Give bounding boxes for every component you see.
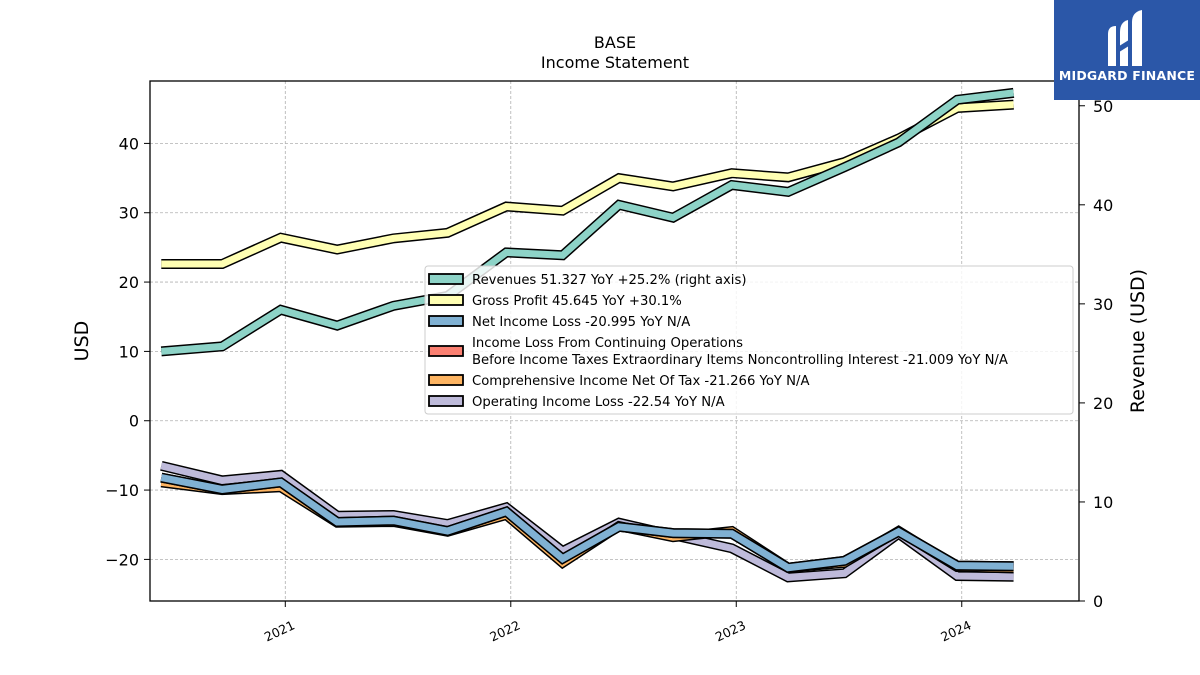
y-axis-right: 0 10 20 30 40 50 (1079, 97, 1113, 611)
plot-frame (149, 80, 1080, 602)
legend-label: Revenues 51.327 YoY +25.2% (right axis) (472, 273, 746, 288)
y-left-tick-label: 30 (119, 204, 139, 223)
y-right-tick-label: 0 (1093, 592, 1103, 611)
midgard-logo-icon (1108, 10, 1142, 66)
series-line-1 (161, 99, 1014, 269)
legend-label: Comprehensive Income Net Of Tax -21.266 … (472, 374, 809, 389)
y-left-tick-label: −10 (105, 481, 139, 500)
y-right-tick-label: 10 (1093, 493, 1113, 512)
legend-label: Gross Profit 45.645 YoY +30.1% (472, 294, 682, 309)
legend-swatch (428, 395, 464, 407)
y-left-tick-label: 40 (119, 134, 139, 153)
series-stroke (160, 478, 1014, 572)
legend-swatch (428, 345, 464, 357)
legend-swatch (428, 273, 464, 285)
y-left-tick-label: 10 (119, 342, 139, 361)
y-axis-left-title: USD (71, 321, 93, 362)
series-stroke (161, 101, 1014, 268)
series-line-4 (160, 477, 1014, 574)
logo-text: MIDGARD FINANCE (1058, 68, 1196, 83)
chart-legend: Revenues 51.327 YoY +25.2% (right axis) G… (424, 265, 1074, 415)
legend-label: Operating Income Loss -22.54 YoY N/A (472, 395, 725, 410)
y-left-tick-label: −20 (105, 550, 139, 569)
legend-swatch (428, 374, 464, 386)
series-line-2 (160, 472, 1014, 573)
y-left-tick-label: 0 (129, 412, 139, 431)
legend-label: Income Loss From Continuing Operations (472, 336, 743, 351)
series-lines (160, 87, 1015, 583)
chart-subtitle: Income Statement (541, 53, 689, 72)
midgard-finance-logo: MIDGARD FINANCE (1054, 0, 1200, 100)
y-axis-right-title: Revenue (USD) (1127, 269, 1149, 413)
y-right-tick-label: 20 (1093, 394, 1113, 413)
series-stroke (160, 462, 1014, 581)
y-left-tick-label: 20 (119, 273, 139, 292)
x-axis: 2021 2022 2023 2024 (262, 601, 973, 644)
series-stroke (160, 474, 1014, 572)
y-axis-left: −20 −10 0 10 20 30 40 (105, 134, 150, 569)
x-tick-label: 2023 (713, 617, 748, 644)
legend-swatch (428, 294, 464, 306)
series-stroke (161, 89, 1015, 355)
legend-swatch (428, 315, 464, 327)
y-right-tick-label: 30 (1093, 295, 1113, 314)
legend-label: Net Income Loss -20.995 YoY N/A (472, 315, 690, 330)
chart-title: BASE (594, 33, 636, 52)
x-tick-label: 2021 (262, 617, 297, 644)
legend-frame (424, 265, 1074, 415)
y-right-tick-label: 40 (1093, 196, 1113, 215)
legend-label: Before Income Taxes Extraordinary Items … (472, 353, 1008, 368)
x-tick-label: 2024 (938, 617, 973, 644)
x-tick-label: 2022 (487, 617, 522, 644)
series-line-5 (160, 460, 1014, 583)
y-right-tick-label: 50 (1093, 97, 1113, 116)
series-line-0 (160, 87, 1015, 357)
